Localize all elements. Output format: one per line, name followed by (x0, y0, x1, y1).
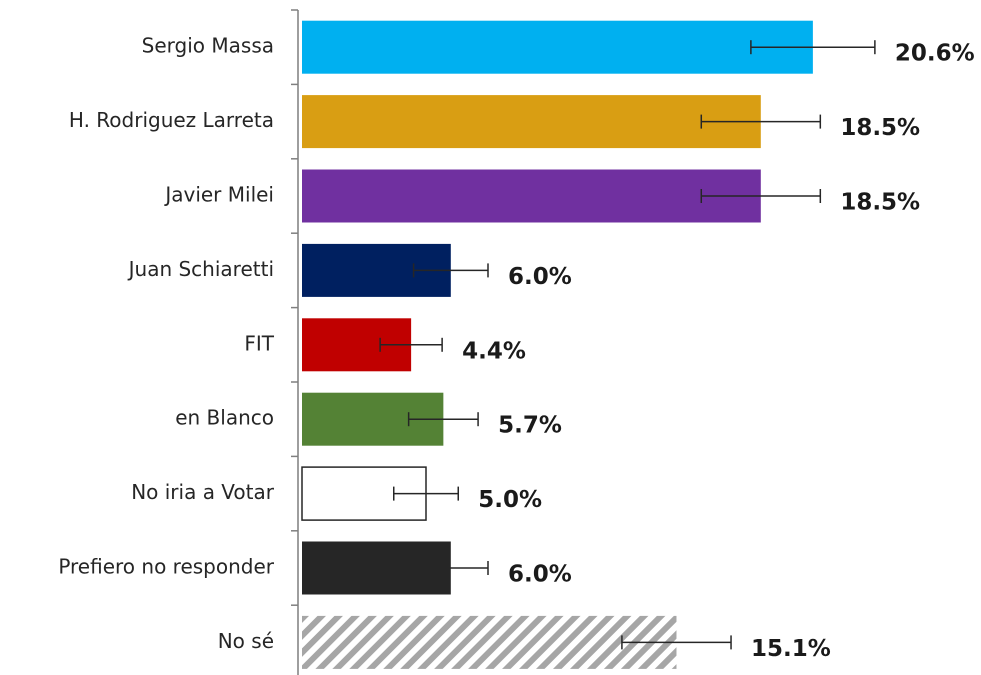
category-label: Javier Milei (163, 183, 274, 207)
category-label: Sergio Massa (142, 34, 274, 58)
value-label: 15.1% (751, 636, 831, 662)
value-label: 18.5% (840, 190, 920, 216)
category-label: H. Rodriguez Larreta (69, 108, 274, 132)
category-label: Juan Schiaretti (127, 257, 274, 281)
value-label: 5.0% (478, 487, 542, 513)
category-label: en Blanco (175, 406, 274, 430)
category-label: FIT (244, 331, 274, 355)
value-label: 20.6% (895, 41, 975, 67)
bar (302, 20, 813, 74)
value-label: 6.0% (508, 264, 572, 290)
bar (302, 169, 761, 223)
bar (302, 615, 677, 669)
category-label: No iria a Votar (131, 480, 275, 504)
value-label: 4.4% (462, 338, 526, 364)
bar (302, 95, 761, 149)
value-label: 6.0% (508, 562, 572, 588)
category-label: No sé (218, 629, 274, 653)
value-label: 5.7% (498, 413, 562, 439)
value-label: 18.5% (840, 115, 920, 141)
category-label: Prefiero no responder (58, 555, 274, 579)
